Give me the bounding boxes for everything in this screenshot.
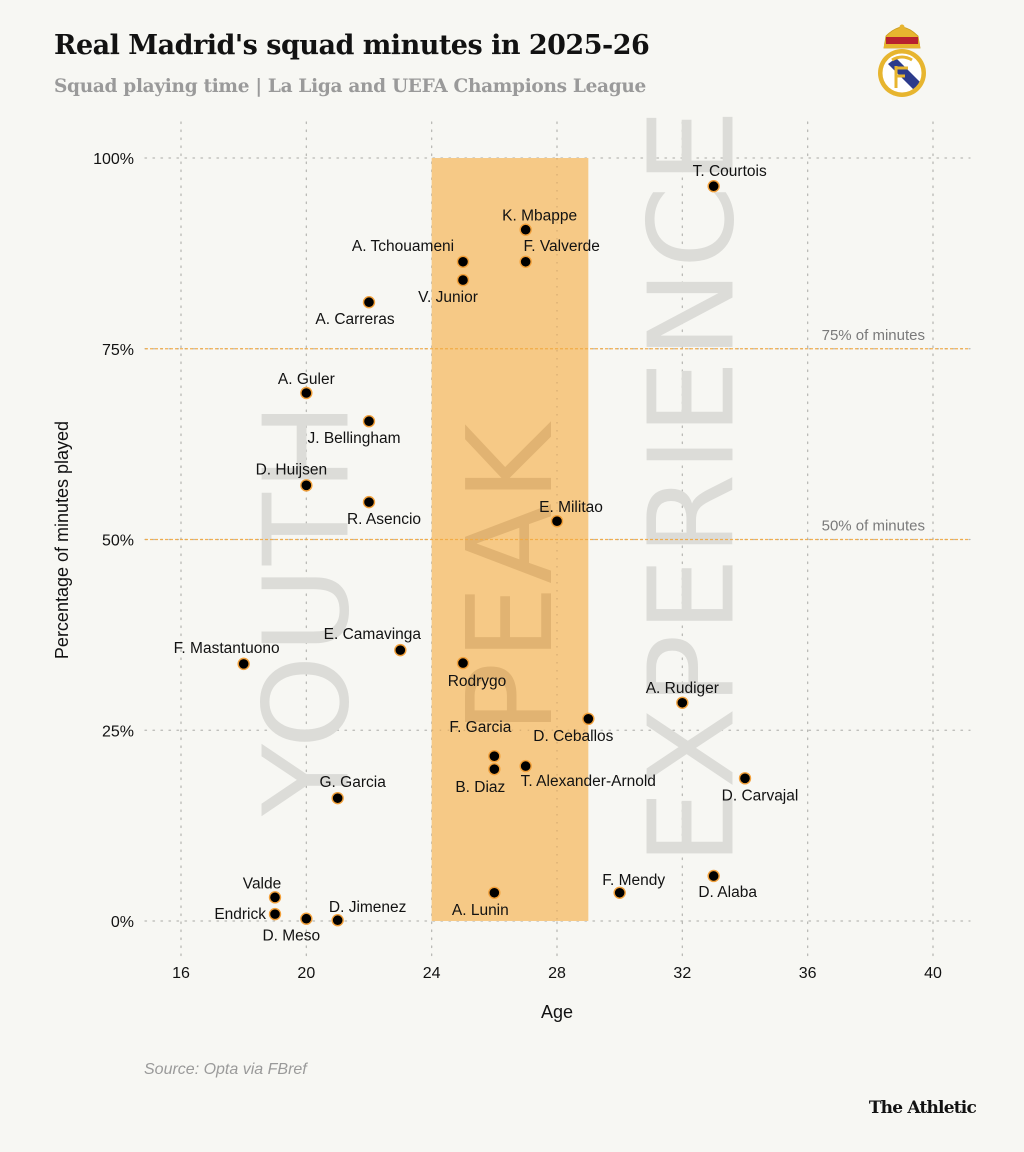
- data-point: [676, 696, 689, 709]
- watermark-youth: YOUTH: [237, 400, 375, 817]
- data-point: [268, 907, 282, 921]
- data-label: J. Bellingham: [307, 430, 400, 447]
- reference-line-label: 50% of minutes: [822, 518, 925, 535]
- data-point: [394, 643, 407, 657]
- data-label: T. Alexander-Arnold: [521, 773, 656, 790]
- data-point: [456, 255, 470, 268]
- real-madrid-crest-icon: [878, 24, 926, 97]
- data-label: V. Junior: [418, 289, 478, 306]
- y-tick-label: 0%: [111, 914, 134, 931]
- data-point: [331, 791, 344, 805]
- x-tick-label: 40: [924, 965, 942, 982]
- data-label: D. Ceballos: [533, 728, 613, 745]
- data-label: D. Meso: [262, 928, 320, 945]
- source-note: Source: Opta via FBref: [144, 1061, 307, 1078]
- data-label: Endrick: [214, 906, 266, 923]
- data-point: [300, 386, 313, 400]
- data-point: [331, 914, 344, 927]
- x-tick-label: 32: [673, 965, 691, 982]
- chart-title: Real Madrid's squad minutes in 2025-26: [54, 30, 650, 61]
- data-label: D. Huijsen: [256, 461, 328, 478]
- y-tick-label: 75%: [102, 342, 134, 359]
- y-tick-label: 50%: [102, 533, 134, 550]
- data-label: A. Rudiger: [646, 680, 719, 697]
- data-label: E. Camavinga: [324, 626, 422, 643]
- data-label: F. Mendy: [602, 872, 665, 889]
- axes: 16 20 24 28 32 36 40 0% 25% 50% 75% 100% Age Percenta…: [52, 151, 942, 1022]
- data-label: R. Asencio: [347, 511, 421, 528]
- x-tick-label: 36: [799, 965, 817, 982]
- data-point: [362, 415, 376, 428]
- data-label: D. Carvajal: [722, 787, 799, 804]
- y-tick-label: 100%: [93, 151, 134, 168]
- data-point: [456, 273, 470, 287]
- data-point: [582, 712, 595, 726]
- data-label: A. Tchouameni: [352, 238, 454, 255]
- data-point: [488, 762, 501, 776]
- x-tick-label: 16: [172, 965, 190, 982]
- data-point: [488, 886, 501, 899]
- data-point: [237, 657, 250, 671]
- reference-line-label: 75% of minutes: [822, 327, 925, 344]
- data-point: [300, 912, 313, 925]
- data-labels: T. Courtois K. Mbappe A. Tchouameni F. Valv…: [174, 163, 799, 944]
- data-label: G. Garcia: [320, 774, 387, 791]
- brand-logo: The Athletic: [868, 1098, 977, 1118]
- chart-subtitle: Squad playing time | La Liga and UEFA Ch…: [54, 76, 646, 97]
- data-point: [456, 656, 470, 670]
- data-point: [300, 479, 313, 492]
- watermark-layer: YOUTH PEAK EXPERIENCE: [237, 107, 760, 865]
- data-label: K. Mbappe: [502, 208, 577, 225]
- data-label: F. Valverde: [523, 238, 599, 255]
- x-tick-label: 28: [548, 965, 566, 982]
- reference-lines: 75% of minutes 50% of minutes: [145, 327, 970, 541]
- data-point: [550, 514, 564, 528]
- data-point: [488, 749, 501, 763]
- data-point: [268, 891, 282, 904]
- data-label: B. Diaz: [455, 779, 505, 796]
- data-label: T. Courtois: [693, 163, 767, 180]
- data-point: [707, 180, 720, 193]
- data-point: [738, 772, 752, 785]
- data-label: D. Alaba: [698, 884, 757, 901]
- data-point: [362, 495, 376, 509]
- y-tick-label: 25%: [102, 723, 134, 740]
- x-tick-label: 20: [297, 965, 315, 982]
- watermark-experience: EXPERIENCE: [623, 107, 761, 865]
- data-label: Valde: [243, 875, 282, 892]
- data-point: [519, 759, 532, 773]
- data-label: Rodrygo: [448, 673, 507, 690]
- data-label: F. Mastantuono: [174, 640, 280, 657]
- y-axis-label: Percentage of minutes played: [52, 421, 72, 659]
- data-point: [362, 296, 376, 309]
- data-label: A. Carreras: [315, 311, 394, 328]
- data-label: D. Jimenez: [329, 899, 407, 916]
- data-points: [237, 180, 752, 927]
- data-point: [519, 223, 532, 236]
- data-point: [613, 886, 626, 899]
- x-axis-label: Age: [541, 1002, 573, 1022]
- data-label: E. Militao: [539, 499, 603, 516]
- watermark-peak: PEAK: [441, 421, 579, 733]
- data-point: [707, 869, 720, 883]
- data-label: A. Lunin: [452, 902, 509, 919]
- x-tick-label: 24: [423, 965, 441, 982]
- data-point: [519, 255, 532, 268]
- data-label: F. Garcia: [449, 719, 511, 736]
- data-label: A. Guler: [278, 371, 335, 388]
